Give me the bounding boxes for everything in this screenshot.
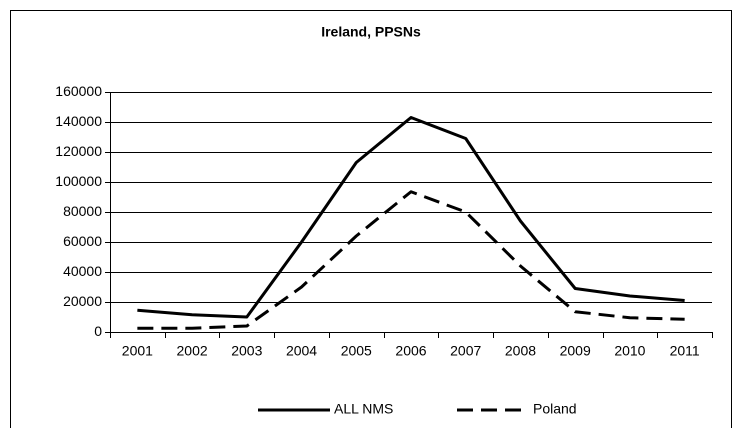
y-tick-label: 20000 — [63, 293, 102, 309]
x-tick-label: 2009 — [560, 343, 591, 359]
chart-frame — [10, 10, 732, 428]
x-tick-label: 2004 — [286, 343, 317, 359]
x-tick-label: 2010 — [614, 343, 645, 359]
x-tick-label: 2002 — [177, 343, 208, 359]
x-tick-label: 2008 — [505, 343, 536, 359]
x-tick-label: 2003 — [231, 343, 262, 359]
series-line — [137, 116, 685, 319]
x-tick-label: 2007 — [450, 343, 481, 359]
x-tick-label: 2011 — [670, 343, 700, 359]
y-tick-label: 160000 — [55, 83, 102, 99]
legend-label: ALL NMS — [334, 401, 393, 417]
x-tick-label: 2006 — [395, 343, 426, 359]
y-tick-label: 0 — [94, 323, 102, 339]
y-tick-label: 140000 — [55, 113, 102, 129]
y-tick-label: 120000 — [55, 143, 102, 159]
y-tick-label: 80000 — [63, 203, 102, 219]
x-tick-label: 2001 — [122, 343, 153, 359]
series-line — [137, 190, 685, 330]
y-tick-label: 40000 — [63, 263, 102, 279]
chart-title: Ireland, PPSNs — [321, 24, 421, 40]
x-tick-label: 2005 — [341, 343, 372, 359]
y-tick-label: 60000 — [63, 233, 102, 249]
legend-label: Poland — [533, 401, 577, 417]
y-tick-label: 100000 — [55, 173, 102, 189]
